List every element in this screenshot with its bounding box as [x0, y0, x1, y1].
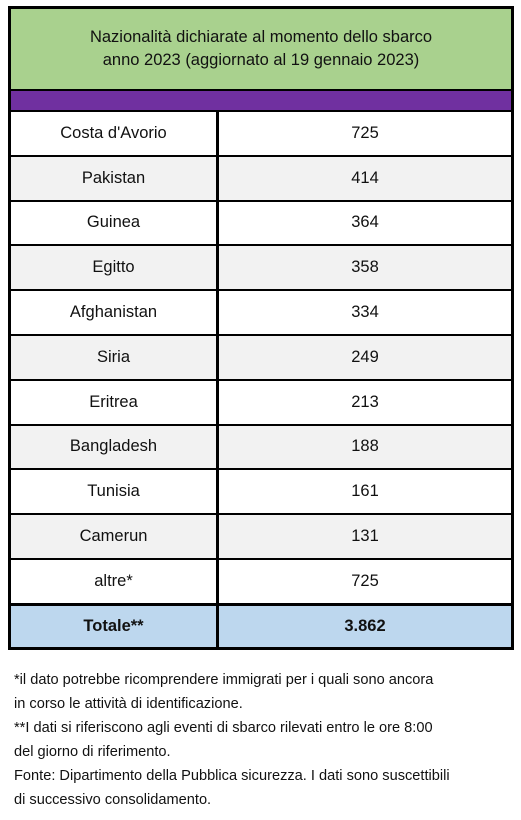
table-row: Eritrea 213	[11, 378, 511, 425]
value-cell: 131	[217, 513, 511, 559]
total-value: 3.862	[217, 602, 511, 647]
value-cell: 161	[217, 468, 511, 515]
total-row: Totale** 3.862	[11, 602, 511, 647]
table-header: Nazionalità dichiarate al momento dello …	[11, 9, 511, 91]
table-row: Tunisia 161	[11, 468, 511, 515]
table-row: Camerun 131	[11, 513, 511, 559]
country-cell: Camerun	[11, 513, 219, 559]
country-cell: Pakistan	[11, 154, 219, 201]
table-row: Guinea 364	[11, 199, 511, 246]
table-row: Egitto 358	[11, 244, 511, 291]
footnote-line: Fonte: Dipartimento della Pubblica sicur…	[14, 768, 450, 784]
value-cell: 725	[351, 123, 379, 142]
table-row: Siria 249	[11, 333, 511, 380]
value-cell: 414	[217, 154, 511, 201]
footnotes: *il dato potrebbe ricomprendere immigrat…	[14, 668, 514, 812]
total-label: Totale**	[11, 602, 219, 647]
country-cell: Costa d'Avorio	[11, 112, 219, 156]
footnote-line: **I dati si riferiscono agli eventi di s…	[14, 720, 433, 736]
header-band	[11, 91, 511, 112]
country-cell: Siria	[11, 333, 219, 380]
value-cell: 188	[217, 423, 511, 470]
value-cell: 358	[217, 244, 511, 291]
value-cell: 213	[217, 378, 511, 425]
table-row: Pakistan 414	[11, 154, 511, 201]
data-table: Costa d'Avorio 725 Pakistan 414 Guinea 364 Egi…	[11, 112, 511, 647]
value-cell: 725	[217, 557, 511, 605]
footnote-line: *il dato potrebbe ricomprendere immigrat…	[14, 672, 434, 688]
table-row: Afghanistan 334	[11, 289, 511, 335]
value-cell: 249	[217, 333, 511, 380]
footnote-line: del giorno di riferimento.	[14, 744, 171, 760]
table-row: Bangladesh 188	[11, 423, 511, 470]
country-cell: Guinea	[11, 199, 219, 246]
table-frame: Nazionalità dichiarate al momento dello …	[8, 6, 514, 650]
country-cell: Tunisia	[11, 468, 219, 515]
table-row: Costa d'Avorio 725	[11, 112, 511, 156]
country-cell: Bangladesh	[11, 423, 219, 470]
country-cell: altre*	[11, 557, 219, 605]
value-cell: 364	[217, 199, 511, 246]
title-line: anno 2023 (aggiornato al 19 gennaio 2023…	[102, 51, 420, 69]
country-cell: Eritrea	[11, 378, 219, 425]
country-cell: Afghanistan	[11, 289, 219, 335]
value-cell: 334	[217, 289, 511, 335]
country-cell: Egitto	[11, 244, 219, 291]
title-line: Nazionalità dichiarate al momento dello …	[89, 28, 433, 46]
table-row: altre* 725	[11, 557, 511, 605]
footnote-line: di successivo consolidamento.	[14, 792, 212, 808]
footnote-line: in corso le attività di identificazione.	[14, 696, 243, 712]
